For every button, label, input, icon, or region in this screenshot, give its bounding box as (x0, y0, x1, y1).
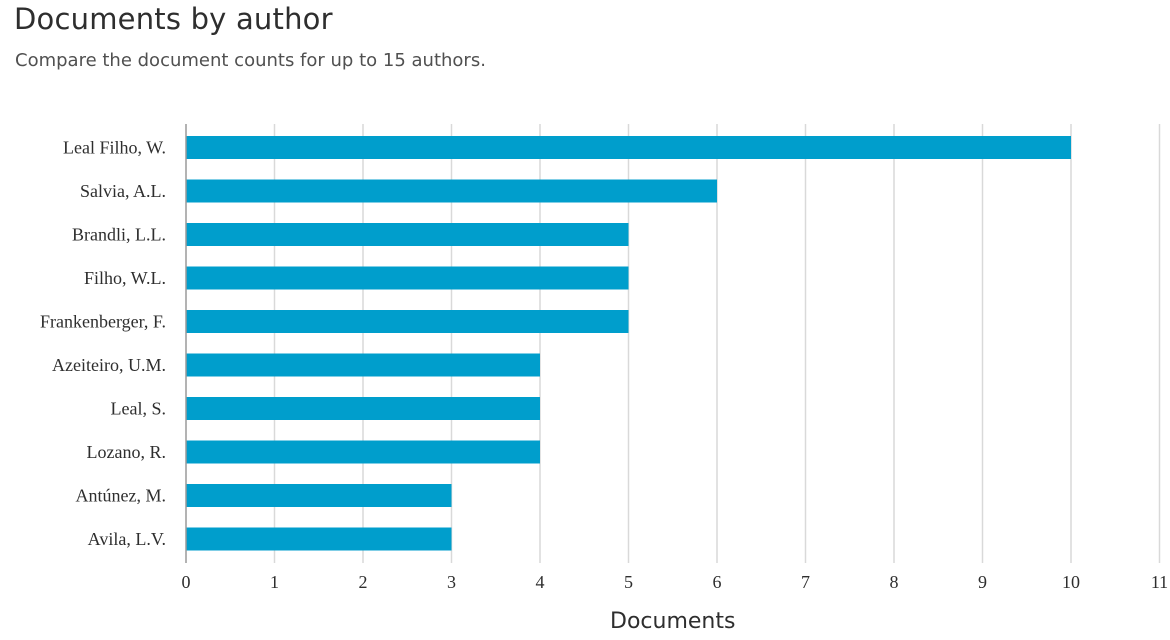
x-tick-label: 0 (182, 572, 191, 592)
bar[interactable] (186, 440, 540, 464)
bar[interactable] (186, 310, 629, 333)
bar[interactable] (186, 397, 540, 420)
category-label: Antúnez, M. (76, 486, 166, 506)
bar[interactable] (186, 223, 629, 246)
bars (186, 136, 1071, 551)
chart-subtitle: Compare the document counts for up to 15… (15, 50, 486, 71)
x-tick-label: 8 (890, 572, 899, 592)
chart-title: Documents by author (14, 2, 333, 36)
category-label: Lozano, R. (87, 442, 166, 462)
x-tick-label: 3 (447, 572, 456, 592)
x-tick-label: 5 (624, 572, 633, 592)
bar[interactable] (186, 266, 629, 290)
x-tick-label: 4 (536, 572, 545, 592)
x-tick-label: 6 (713, 572, 722, 592)
category-label: Avila, L.V. (88, 529, 166, 549)
bar[interactable] (186, 353, 540, 377)
x-tick-label: 11 (1151, 572, 1168, 592)
category-label: Salvia, A.L. (80, 181, 166, 201)
category-label: Leal, S. (111, 399, 167, 419)
category-labels: Leal Filho, W. Salvia, A.L. Brandli, L.L. F… (40, 138, 166, 550)
x-tick-label: 2 (359, 572, 368, 592)
x-tick-labels: 0 1 2 3 4 5 6 7 8 9 10 11 (182, 572, 1169, 592)
x-axis-label: Documents (610, 609, 735, 634)
category-label: Azeiteiro, U.M. (52, 355, 166, 375)
category-label: Brandli, L.L. (72, 225, 166, 245)
category-label: Leal Filho, W. (63, 138, 166, 158)
bar[interactable] (186, 179, 717, 203)
bar[interactable] (186, 527, 452, 551)
x-tick-label: 10 (1062, 572, 1080, 592)
x-tick-label: 1 (270, 572, 279, 592)
bar[interactable] (186, 136, 1071, 159)
category-label: Filho, W.L. (84, 268, 166, 288)
x-tick-label: 7 (801, 572, 810, 592)
category-label: Frankenberger, F. (40, 312, 166, 332)
x-tick-label: 9 (978, 572, 987, 592)
bar[interactable] (186, 484, 452, 507)
